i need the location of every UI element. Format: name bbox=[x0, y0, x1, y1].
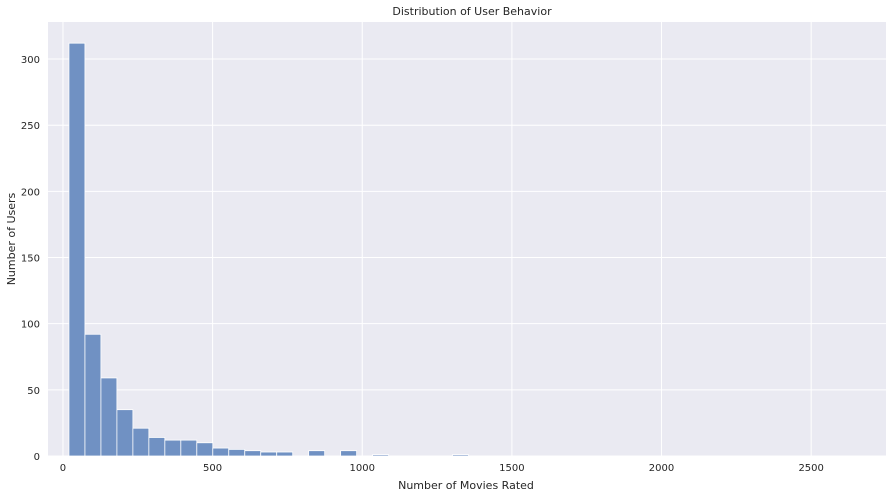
x-tick-label: 2500 bbox=[798, 463, 823, 474]
histogram-bar bbox=[228, 448, 246, 457]
histogram-bar bbox=[196, 442, 214, 457]
y-tick-label: 100 bbox=[21, 320, 40, 331]
chart-title: Distribution of User Behavior bbox=[392, 5, 552, 18]
histogram-bar bbox=[100, 377, 118, 457]
y-tick-label: 200 bbox=[21, 187, 40, 198]
histogram-bar bbox=[452, 454, 469, 457]
histogram-bar bbox=[132, 427, 150, 457]
histogram-bar bbox=[180, 439, 198, 457]
y-tick-label: 0 bbox=[34, 452, 40, 463]
x-axis-label: Number of Movies Rated bbox=[398, 479, 534, 492]
histogram-bar bbox=[164, 439, 182, 457]
grid-lines bbox=[48, 22, 886, 457]
x-tick-label: 1500 bbox=[499, 463, 524, 474]
histogram-bar bbox=[116, 409, 134, 457]
y-axis-ticks: 0 50 100 150 200 250 300 bbox=[21, 55, 40, 463]
histogram-bar bbox=[212, 447, 230, 457]
y-tick-label: 150 bbox=[21, 254, 40, 265]
histogram-bar bbox=[308, 450, 326, 457]
histogram-bar bbox=[244, 450, 262, 457]
histogram-bar bbox=[148, 437, 166, 457]
x-axis-ticks: 0 500 1000 1500 2000 2500 bbox=[60, 463, 824, 474]
histogram-bars bbox=[68, 42, 469, 457]
histogram-bar bbox=[68, 42, 86, 457]
x-tick-label: 2000 bbox=[649, 463, 674, 474]
y-tick-label: 300 bbox=[21, 55, 40, 66]
x-tick-label: 500 bbox=[203, 463, 222, 474]
histogram-bar bbox=[84, 333, 102, 457]
y-tick-label: 250 bbox=[21, 121, 40, 132]
histogram-bar bbox=[340, 450, 358, 457]
x-tick-label: 0 bbox=[60, 463, 66, 474]
y-tick-label: 50 bbox=[27, 386, 40, 397]
x-tick-label: 1000 bbox=[350, 463, 375, 474]
plot-area bbox=[48, 22, 886, 456]
y-axis-label: Number of Users bbox=[5, 192, 18, 285]
histogram-bar bbox=[372, 454, 389, 457]
histogram-bar bbox=[276, 451, 294, 457]
histogram-bar bbox=[260, 451, 278, 457]
